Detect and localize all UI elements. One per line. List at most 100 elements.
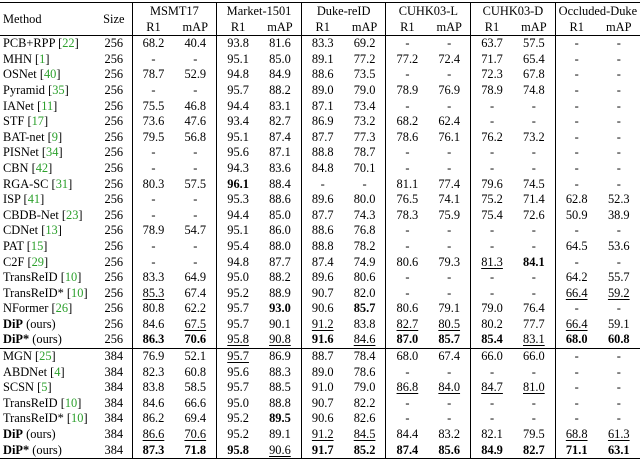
method-name: DiP* bbox=[3, 332, 30, 347]
value-cell: 79.6 bbox=[471, 177, 513, 193]
citation-link[interactable]: 11 bbox=[41, 98, 54, 113]
value-text: 66.0 bbox=[523, 349, 545, 364]
value-text: 82.6 bbox=[353, 411, 376, 426]
metric-header-r1: R1 bbox=[301, 19, 344, 37]
citation-link[interactable]: 35 bbox=[52, 82, 65, 97]
value-cell: - bbox=[428, 411, 472, 428]
value-cell: - bbox=[512, 223, 556, 239]
table-row: PAT [15] 256 - - 95.4 88.0 88.8 78.2 - - - - 64.5 53.… bbox=[0, 238, 640, 255]
value-cell: 88.6 bbox=[259, 192, 302, 208]
value-cell: - bbox=[471, 114, 513, 130]
value-cell: 95.4 bbox=[217, 239, 259, 255]
value-cell: - bbox=[428, 223, 472, 239]
value-text: - bbox=[574, 67, 579, 82]
value-cell: - bbox=[512, 270, 556, 286]
citation-link[interactable]: 41 bbox=[27, 192, 41, 207]
value-text: 90.8 bbox=[269, 332, 291, 347]
citation-link[interactable]: 10 bbox=[71, 411, 84, 426]
citation-link[interactable]: 40 bbox=[43, 67, 57, 82]
value-cell: - bbox=[555, 114, 597, 130]
method-name: OSNet bbox=[3, 67, 37, 82]
value-text: 78.3 bbox=[396, 207, 419, 222]
value-cell: 68.8 bbox=[555, 427, 597, 443]
value-cell: 85.4 bbox=[471, 332, 513, 348]
value-text: 62.4 bbox=[438, 114, 461, 129]
value-text: - bbox=[531, 238, 536, 253]
value-text: 84.6 bbox=[142, 395, 165, 410]
value-cell: - bbox=[174, 82, 218, 99]
value-text: - bbox=[447, 270, 452, 285]
value-cell: 74.3 bbox=[343, 207, 387, 224]
value-cell: 50.9 bbox=[555, 208, 597, 224]
value-cell: 84.6 bbox=[343, 332, 387, 349]
value-text: - bbox=[574, 395, 579, 410]
value-text: 84.7 bbox=[481, 380, 503, 395]
citation-link[interactable]: 29 bbox=[31, 254, 44, 269]
value-cell: - bbox=[174, 160, 218, 177]
value-cell: 60.8 bbox=[598, 332, 640, 348]
value-text: 95.0 bbox=[227, 270, 249, 285]
citation-link[interactable]: 9 bbox=[51, 129, 58, 144]
value-text: - bbox=[574, 349, 579, 364]
value-text: 83.1 bbox=[269, 98, 291, 113]
value-text: 76.5 bbox=[396, 192, 419, 207]
value-cell: - bbox=[386, 145, 428, 161]
value-cell: 89.1 bbox=[301, 52, 343, 68]
citation-link[interactable]: 34 bbox=[46, 145, 59, 160]
citation-link[interactable]: 5 bbox=[41, 380, 48, 395]
value-text: - bbox=[616, 411, 621, 426]
metric-header-map: mAP bbox=[343, 19, 387, 37]
value-cell: - bbox=[471, 161, 513, 177]
method-cell: OSNet [40] bbox=[3, 67, 61, 82]
citation-link[interactable]: 31 bbox=[55, 176, 69, 191]
value-text: - bbox=[489, 160, 495, 175]
value-cell: - bbox=[598, 67, 640, 83]
value-cell: - bbox=[132, 208, 174, 224]
value-text: 84.6 bbox=[142, 316, 165, 331]
value-cell: 88.6 bbox=[301, 67, 343, 83]
citation-link[interactable]: 26 bbox=[55, 301, 69, 316]
value-cell: 79.5 bbox=[512, 427, 556, 443]
method-name: MHN bbox=[3, 51, 32, 66]
citation-link[interactable]: 10 bbox=[64, 395, 78, 410]
value-cell: 78.9 bbox=[386, 83, 428, 99]
value-cell: - bbox=[471, 145, 513, 161]
value-text: 64.5 bbox=[565, 238, 588, 253]
value-cell: - bbox=[132, 239, 174, 255]
value-text: 85.0 bbox=[269, 51, 291, 66]
value-cell: 68.2 bbox=[132, 36, 174, 52]
value-text: - bbox=[405, 145, 410, 160]
value-cell: - bbox=[598, 380, 640, 396]
value-cell: 95.8 bbox=[216, 442, 260, 460]
citation-link[interactable]: 25 bbox=[39, 349, 52, 364]
citation-link[interactable]: 10 bbox=[64, 270, 78, 285]
size-cell: 256 bbox=[96, 51, 133, 68]
value-cell: 63.7 bbox=[471, 36, 513, 52]
citation-link[interactable]: 15 bbox=[30, 238, 44, 253]
citation-link[interactable]: 13 bbox=[45, 223, 58, 238]
citation-link[interactable]: 1 bbox=[39, 51, 46, 66]
value-text: - bbox=[616, 380, 621, 395]
citation-link[interactable]: 22 bbox=[62, 36, 75, 51]
citation-link[interactable]: 17 bbox=[31, 114, 44, 129]
value-cell: 80.0 bbox=[343, 192, 387, 208]
citation-link[interactable]: 10 bbox=[71, 285, 84, 300]
size-cell: 384 bbox=[96, 380, 133, 396]
value-text: 89.1 bbox=[269, 427, 291, 442]
value-text: 95.7 bbox=[227, 380, 249, 395]
citation-link[interactable]: 23 bbox=[66, 207, 79, 222]
value-text: 64.2 bbox=[565, 270, 588, 285]
value-text: - bbox=[531, 270, 536, 285]
value-cell: - bbox=[471, 396, 513, 412]
value-text: 93.4 bbox=[227, 114, 249, 129]
value-text: 80.6 bbox=[396, 254, 419, 269]
value-cell: - bbox=[512, 160, 556, 177]
value-text: 80.0 bbox=[353, 192, 376, 207]
value-cell: 95.3 bbox=[217, 192, 259, 208]
citation-link[interactable]: 42 bbox=[35, 160, 49, 175]
value-cell: 62.2 bbox=[174, 301, 218, 317]
value-cell: - bbox=[386, 223, 428, 239]
method-cell: Pyramid [35] bbox=[3, 82, 69, 97]
method-cell: C2F [29] bbox=[3, 254, 49, 269]
citation-link[interactable]: 4 bbox=[54, 364, 61, 379]
